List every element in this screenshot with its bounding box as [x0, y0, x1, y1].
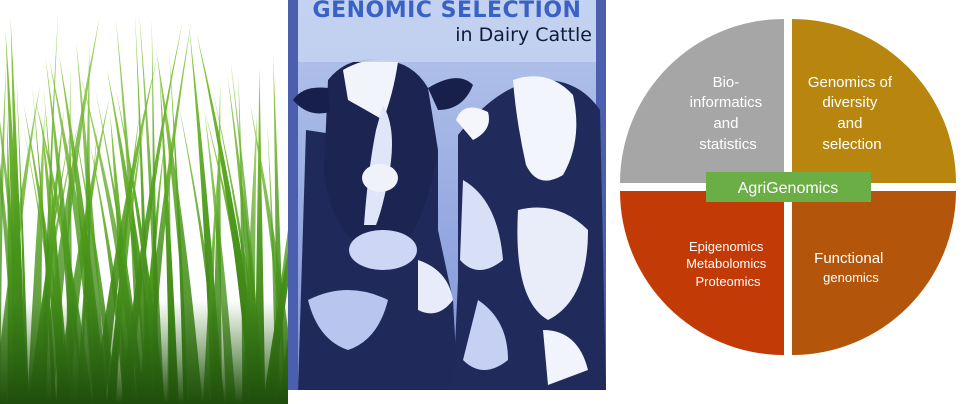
quadrant-epigenomics [620, 191, 784, 355]
label-and: and [713, 115, 738, 132]
label-selection: selection [822, 136, 881, 153]
label-epigenomics: Epigenomics [689, 239, 764, 254]
label-informatics: informatics [690, 94, 763, 111]
label-genomics-of: Genomics of [808, 74, 893, 91]
cover-illustration [288, 0, 606, 390]
agrigenomics-diagram: Bio- informatics and statistics Genomics… [620, 19, 956, 355]
quadrant-text-top-right: Genomics of diversity and selection [808, 74, 896, 153]
quadrant-genomics-diversity [792, 19, 956, 183]
quadrant-text-bottom-left: Epigenomics Metabolomics Proteomics [686, 239, 770, 289]
label-and-2: and [837, 115, 862, 132]
grass-image [0, 10, 288, 404]
cover-title: GENOMIC SELECTION [312, 0, 582, 23]
center-label-box [706, 172, 871, 202]
cover-subtitle: in Dairy Cattle [455, 24, 592, 46]
quadrant-bioinformatics [620, 19, 784, 183]
label-metabolomics: Metabolomics [686, 256, 767, 271]
cow-right [453, 76, 606, 390]
book-cover: GENOMIC SELECTION in Dairy Cattle [288, 0, 606, 390]
quadrant-functional-genomics [792, 191, 956, 355]
quadrant-text-top-left: Bio- informatics and statistics [690, 74, 767, 153]
label-genomics: genomics [823, 270, 879, 285]
label-functional: Functional [814, 250, 883, 267]
label-statistics: statistics [699, 136, 757, 153]
quadrant-text-bottom-right: Functional genomics [814, 250, 888, 285]
label-bio: Bio- [713, 74, 740, 91]
center-label: AgriGenomics [738, 180, 838, 197]
cow-left [293, 59, 473, 390]
grass-blade [0, 60, 7, 404]
label-proteomics: Proteomics [695, 274, 761, 289]
label-diversity: diversity [822, 94, 878, 111]
